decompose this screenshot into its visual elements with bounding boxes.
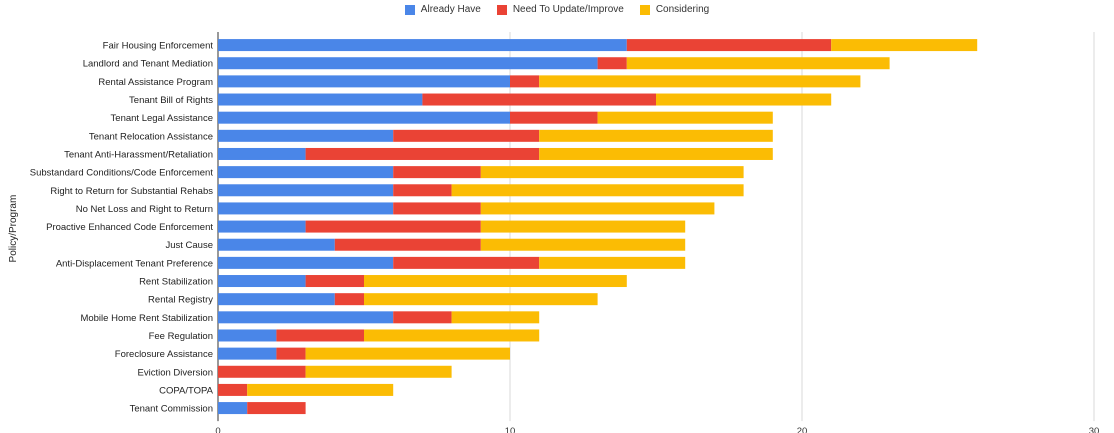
bar-already-have [218,311,394,324]
category-label: Rent Stabilization [139,277,213,288]
bar-considering [480,238,686,251]
category-label: Tenant Relocation Assistance [89,131,213,142]
bar-considering [597,111,773,124]
bar-need-to-update-improve [334,238,481,251]
category-label: Tenant Commission [130,404,213,415]
bar-need-to-update-improve [334,293,364,306]
bar-need-to-update-improve [422,93,656,106]
bar-need-to-update-improve [597,57,627,70]
bar-need-to-update-improve [218,383,248,396]
bar-considering [480,220,686,233]
bar-need-to-update-improve [393,202,481,215]
x-tick-label: 20 [797,426,808,433]
bar-need-to-update-improve [305,275,364,288]
bar-need-to-update-improve [305,147,540,160]
bar-already-have [218,220,306,233]
bar-need-to-update-improve [276,329,364,342]
category-label: Substandard Conditions/Code Enforcement [30,168,214,179]
bar-considering [305,365,452,378]
bar-considering [539,256,686,269]
category-label: Tenant Legal Assistance [111,113,213,124]
bar-need-to-update-improve [276,347,306,360]
category-label: Rental Registry [148,295,213,306]
chart-legend: Already Have Need To Update/Improve Consid… [0,4,1114,15]
bar-considering [539,75,861,88]
category-label: Proactive Enhanced Code Enforcement [46,222,213,233]
bar-need-to-update-improve [247,402,306,415]
bar-considering [451,184,744,197]
category-label: Tenant Bill of Rights [129,95,213,106]
category-label: No Net Loss and Right to Return [76,204,213,215]
bar-already-have [218,147,306,160]
bar-need-to-update-improve [393,311,452,324]
category-label: Tenant Anti-Harassment/Retaliation [64,149,213,160]
category-label: Eviction Diversion [138,367,214,378]
bar-need-to-update-improve [393,166,481,179]
bar-already-have [218,57,598,70]
legend-label: Need To Update/Improve [512,4,624,15]
legend-label: Already Have [420,4,481,15]
bar-considering [364,275,627,288]
bar-already-have [218,129,394,142]
bar-already-have [218,93,423,106]
bar-already-have [218,293,335,306]
bar-already-have [218,202,394,215]
category-label: Fair Housing Enforcement [103,41,214,52]
bar-considering [831,39,978,52]
bar-considering [364,329,540,342]
category-label: Anti-Displacement Tenant Preference [56,258,213,269]
bar-considering [656,93,832,106]
legend-swatch [639,4,650,15]
bar-considering [247,383,394,396]
category-label: Mobile Home Rent Stabilization [80,313,213,324]
bar-considering [539,129,773,142]
bar-considering [626,57,890,70]
bar-need-to-update-improve [510,75,540,88]
bar-already-have [218,39,627,52]
category-label: Foreclosure Assistance [115,349,213,360]
category-label: COPA/TOPA [159,385,214,396]
x-tick-label: 0 [215,426,220,433]
bar-need-to-update-improve [393,256,540,269]
bar-need-to-update-improve [510,111,598,124]
x-tick-label: 30 [1089,426,1100,433]
bar-considering [451,311,540,324]
bar-already-have [218,402,248,415]
y-axis-title: Policy/Program [8,195,19,263]
bar-need-to-update-improve [393,129,540,142]
legend-label: Considering [655,4,710,15]
bar-already-have [218,275,306,288]
legend-item: Considering [639,4,710,15]
bar-already-have [218,184,394,197]
bar-already-have [218,238,335,251]
bar-need-to-update-improve [305,220,481,233]
bar-already-have [218,347,277,360]
bar-already-have [218,256,394,269]
category-label: Just Cause [165,240,213,251]
bar-considering [539,147,773,160]
legend-item: Already Have [404,4,481,15]
bar-need-to-update-improve [393,184,452,197]
bar-considering [480,166,744,179]
bar-considering [305,347,510,360]
bar-need-to-update-improve [626,39,832,52]
bar-need-to-update-improve [218,365,306,378]
x-tick-label: 10 [505,426,516,433]
bar-considering [364,293,598,306]
legend-swatch [496,4,507,15]
category-label: Right to Return for Substantial Rehabs [50,186,213,197]
bar-considering [480,202,715,215]
bar-already-have [218,329,277,342]
legend-swatch [404,4,415,15]
category-label: Landlord and Tenant Mediation [83,59,213,70]
bar-already-have [218,111,510,124]
bar-already-have [218,75,510,88]
category-label: Rental Assistance Program [98,77,213,88]
category-label: Fee Regulation [149,331,213,342]
bar-already-have [218,166,394,179]
legend-item: Need To Update/Improve [496,4,624,15]
